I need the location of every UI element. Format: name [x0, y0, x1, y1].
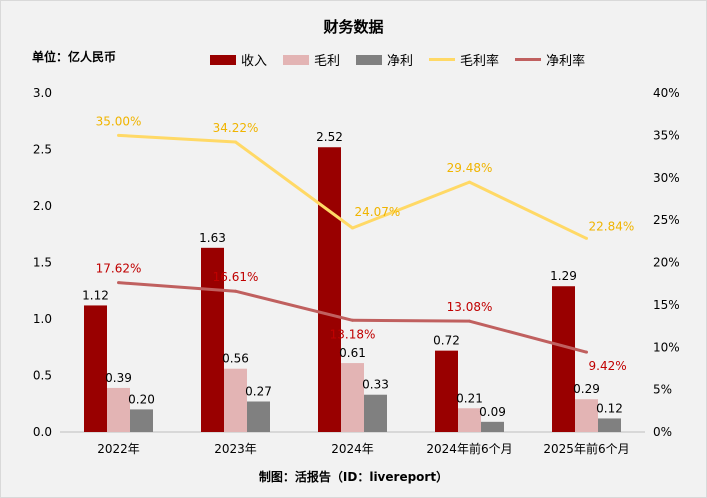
- y-right-tick-label: 40%: [653, 86, 680, 100]
- bar-1-0: [107, 387, 130, 432]
- bar-2-0: [130, 409, 153, 432]
- line-data-label: 16.61%: [213, 270, 259, 284]
- y-right-tick-label: 15%: [653, 298, 680, 312]
- line-point-0-4: [585, 236, 588, 240]
- line-point-1-4: [585, 350, 588, 354]
- x-tick-label: 2023年: [214, 442, 257, 456]
- bar-data-label: 0.33: [362, 378, 389, 392]
- line-series-0: [118, 133, 588, 240]
- bar-0-4: [552, 286, 575, 432]
- legend-label-net-profit: 净利: [387, 54, 414, 69]
- bar-1-3: [458, 408, 481, 432]
- line-point-1-1: [234, 289, 237, 293]
- y-left-tick-label: 0.0: [33, 425, 52, 439]
- bar-data-label: 1.29: [550, 269, 577, 283]
- legend-item-net-profit: 净利: [356, 50, 413, 69]
- bar-data-label: 0.29: [573, 382, 600, 396]
- bar-data-label: 2.52: [316, 130, 343, 144]
- legend-item-net-margin: 净利率: [515, 50, 585, 69]
- line-data-label: 17.62%: [96, 262, 142, 276]
- y-right-tick-label: 25%: [653, 213, 680, 227]
- line-data-label: 13.08%: [447, 300, 493, 314]
- x-tick-label: 2024年前6个月: [426, 441, 512, 456]
- y-right-tick-label: 35%: [653, 128, 680, 142]
- bar-2-1: [247, 401, 270, 432]
- line-data-label: 34.22%: [213, 121, 259, 135]
- legend-label-net-margin: 净利率: [546, 54, 586, 69]
- bar-2-4: [598, 418, 621, 432]
- bar-data-label: 0.56: [222, 352, 249, 366]
- bar-1-1: [224, 368, 247, 432]
- line-series-1: [118, 281, 587, 354]
- y-left-tick-label: 2.5: [33, 143, 52, 157]
- bar-data-label: 0.21: [456, 391, 483, 405]
- bar-data-label: 0.20: [128, 392, 155, 406]
- unit-label: 单位：亿人民币: [32, 50, 117, 64]
- x-tick-label: 2024年: [331, 442, 374, 456]
- y-left-tick-label: 2.0: [33, 199, 52, 213]
- bar-1-4: [575, 399, 598, 432]
- legend-label-revenue: 收入: [241, 54, 268, 69]
- legend-label-gross-margin: 毛利率: [460, 54, 500, 69]
- line-point-0-3: [468, 180, 471, 184]
- line-point-0-0: [117, 133, 120, 137]
- y-left-tick-label: 3.0: [33, 86, 52, 100]
- x-tick-label: 2022年: [97, 442, 140, 456]
- bar-0-0: [84, 305, 107, 432]
- bar-2-2: [364, 394, 387, 432]
- bar-data-label: 0.39: [105, 371, 132, 385]
- bar-1-2: [341, 363, 364, 432]
- line-point-0-2: [351, 226, 354, 230]
- y-right-tick-label: 10%: [653, 340, 680, 354]
- y-right-tick-label: 30%: [653, 171, 680, 185]
- y-right-tick-label: 0%: [653, 425, 672, 439]
- y-left-tick-label: 1.0: [33, 312, 52, 326]
- x-tick-label: 2025年前6个月: [543, 441, 629, 456]
- line-data-label: 9.42%: [589, 359, 627, 373]
- bar-data-label: 0.27: [245, 384, 272, 398]
- y-left-tick-label: 0.5: [33, 369, 52, 383]
- line-data-label: 24.07%: [355, 205, 401, 219]
- bar-0-2: [318, 147, 341, 433]
- bar-data-label: 0.72: [433, 334, 460, 348]
- line-point-1-0: [117, 281, 120, 285]
- chart-footer: 制图：活报告（ID：livereport）: [258, 470, 449, 484]
- legend-swatch-revenue: [210, 54, 236, 65]
- bar-0-1: [201, 247, 224, 432]
- legend-label-gross-profit: 毛利: [314, 54, 341, 69]
- legend-swatch-gross-margin: [429, 58, 456, 61]
- line-point-1-3: [468, 319, 471, 323]
- bar-data-label: 0.12: [596, 401, 623, 415]
- legend-swatch-gross-profit: [283, 54, 310, 65]
- legend-item-revenue: 收入: [210, 50, 267, 69]
- bar-data-label: 0.61: [339, 346, 366, 360]
- bar-0-3: [435, 350, 458, 432]
- bar-2-3: [481, 421, 504, 432]
- y-right-tick-label: 20%: [653, 256, 680, 270]
- bar-data-label: 0.09: [479, 405, 506, 419]
- line-point-0-1: [234, 140, 237, 144]
- line-data-label: 13.18%: [330, 327, 376, 341]
- chart-title: 财务数据: [323, 18, 384, 36]
- line-point-1-2: [351, 318, 354, 322]
- y-left-tick-label: 1.5: [33, 256, 52, 270]
- bar-data-label: 1.12: [82, 288, 109, 302]
- line-data-label: 29.48%: [447, 161, 493, 175]
- legend: 收入 毛利 净利 毛利率 净利率: [210, 50, 601, 69]
- y-right-tick-label: 5%: [653, 383, 672, 397]
- legend-swatch-net-margin: [515, 58, 542, 61]
- bar-data-label: 1.63: [199, 231, 226, 245]
- line-data-label: 35.00%: [96, 114, 142, 128]
- line-data-label: 22.84%: [589, 219, 635, 233]
- legend-swatch-net-profit: [356, 54, 383, 65]
- legend-item-gross-margin: 毛利率: [429, 50, 499, 69]
- legend-item-gross-profit: 毛利: [283, 50, 340, 69]
